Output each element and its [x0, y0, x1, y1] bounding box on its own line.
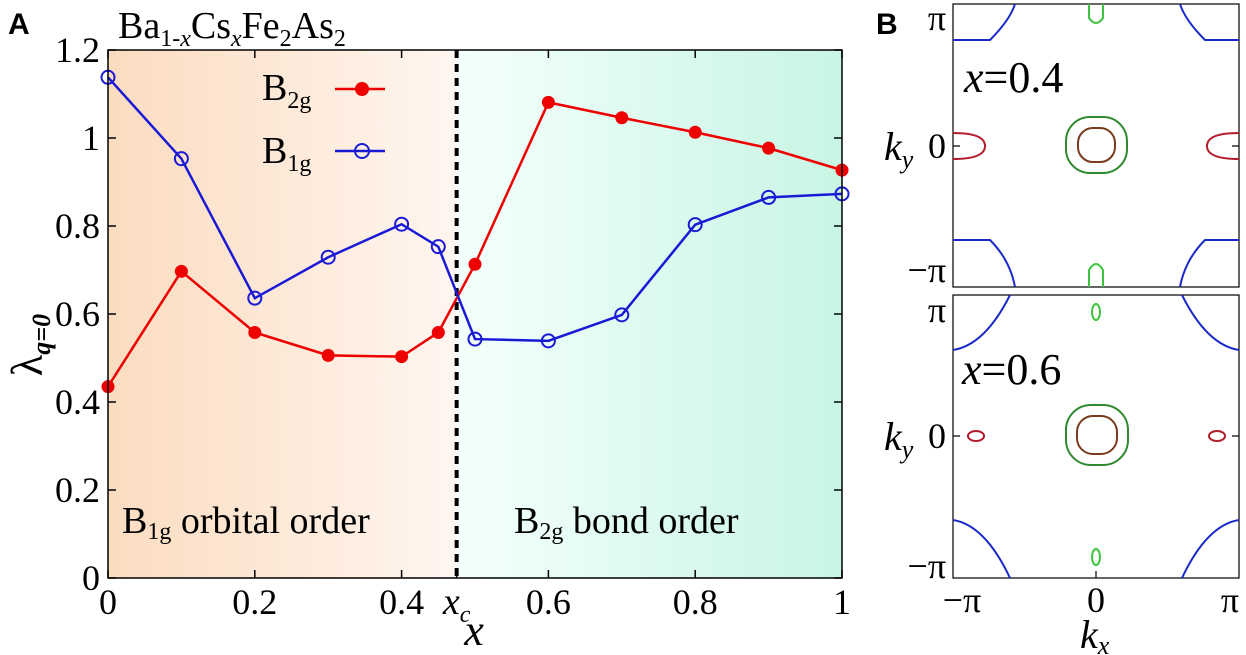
data-point-b1g — [247, 290, 263, 306]
ky-tick-minus-pi-bottom: −π — [908, 546, 946, 586]
fs-center-outer — [1065, 404, 1129, 466]
ky-label-bottom: ky — [884, 414, 914, 464]
x-tick-label: 0.6 — [526, 582, 571, 622]
fs-center-inner — [1076, 415, 1118, 455]
x-tick-label: 1 — [833, 582, 851, 622]
fs-right-pocket — [1208, 430, 1226, 442]
data-point-b1g — [761, 189, 777, 205]
kx-tick-0: 0 — [1087, 580, 1105, 620]
kx-label: kx — [1080, 612, 1110, 655]
x-tick-label: 0.2 — [232, 582, 277, 622]
fs-outer-pocket — [953, 519, 1011, 578]
legend-label-b2g: B2g — [262, 67, 311, 114]
xc-tick-label: xc — [442, 581, 471, 628]
series-line-b2g — [106, 100, 843, 388]
legend-marker-b1g — [354, 143, 370, 159]
region-label-b2g: B2g bond order — [514, 500, 739, 545]
x-tick-label: 0.4 — [379, 582, 424, 622]
region-b2g-bond-order — [456, 50, 842, 578]
series-line-b1g — [107, 76, 843, 343]
data-point-b1g — [394, 216, 410, 232]
fs-center-outer — [1065, 116, 1128, 174]
y-tick-label: 0.2 — [55, 470, 100, 510]
contour-panel-bottom — [952, 294, 1240, 579]
ky-tick-0-bottom: 0 — [928, 416, 946, 456]
data-point-b2g — [431, 325, 445, 339]
panel-label-b: B — [876, 8, 898, 41]
fs-bottom-pocket — [1091, 548, 1101, 566]
data-point-b2g — [321, 348, 335, 362]
y-tick-label: 0.6 — [55, 294, 100, 334]
fs-outer-pocket — [1181, 519, 1239, 578]
data-point-b2g — [688, 125, 702, 139]
x-tick-label: 0 — [99, 582, 117, 622]
y-tick-label: 1 — [82, 118, 100, 158]
y-tick-label: 1.2 — [55, 30, 100, 70]
kx-tick-minus-pi: −π — [943, 580, 981, 620]
data-point-b2g — [395, 350, 409, 364]
y-tick-label: 0.8 — [55, 206, 100, 246]
ky-label-top: ky — [884, 124, 914, 174]
fs-bottom-pocket — [1088, 263, 1104, 287]
legend-label-b1g: B1g — [262, 130, 311, 177]
data-point-b1g — [173, 151, 189, 167]
fs-outer-pocket — [953, 4, 1016, 41]
ky-tick-pi-top: π — [928, 0, 946, 38]
legend-marker-b2g — [355, 82, 369, 96]
legend: B2g B1g — [262, 67, 385, 177]
data-point-b1g — [614, 307, 630, 323]
x-axis-label: x — [463, 606, 484, 655]
kx-tick-pi: π — [1221, 580, 1239, 620]
fs-top-pocket — [1091, 303, 1101, 321]
data-point-b1g — [320, 249, 336, 265]
y-tick-label: 0.4 — [55, 382, 100, 422]
data-point-b2g — [615, 111, 629, 125]
x-tick-label: 0.8 — [673, 582, 718, 622]
fs-outer-pocket — [1181, 295, 1239, 351]
data-point-b2g — [541, 95, 555, 109]
data-point-b1g — [467, 331, 483, 347]
region-b1g-orbital-order — [108, 50, 457, 578]
data-point-b2g — [248, 325, 262, 339]
y-tick-label: 0 — [82, 558, 100, 598]
contour-top-annotation: x=0.4 — [963, 53, 1063, 102]
contour-ticks — [953, 145, 1239, 578]
contour-panel-top — [952, 3, 1240, 288]
fs-left-pocket — [967, 430, 985, 442]
contour-bottom-annotation: x=0.6 — [961, 345, 1061, 394]
region-label-b1g: B1g orbital order — [122, 500, 370, 545]
chart-a-title: Ba1-xCsxFe2As2 — [118, 5, 346, 52]
y-axis-label: λq=0 — [3, 314, 56, 376]
ky-tick-minus-pi-top: −π — [908, 250, 946, 290]
panel-label-a: A — [8, 8, 30, 41]
fs-outer-pocket — [953, 295, 1011, 351]
fs-center-inner — [1077, 127, 1116, 163]
contour-top-frame — [952, 3, 1240, 288]
ky-tick-pi-bottom: π — [928, 290, 946, 330]
fs-outer-pocket — [1179, 4, 1239, 41]
ky-tick-0-top: 0 — [928, 126, 946, 166]
fs-outer-pocket — [1179, 239, 1239, 287]
data-point-b1g — [430, 239, 446, 255]
data-point-b2g — [468, 257, 482, 271]
data-point-b2g — [762, 141, 776, 155]
data-point-b1g — [540, 333, 556, 349]
fs-outer-pocket — [953, 239, 1016, 287]
fs-top-pocket — [1088, 4, 1104, 24]
contour-bottom-frame — [952, 294, 1240, 579]
data-point-b2g — [174, 264, 188, 278]
fs-left-pocket — [953, 132, 987, 160]
data-point-b1g — [687, 217, 703, 233]
plot-a: 0 0.2 0.4 0.6 0.8 1 0 0.2 0.4 0.6 0.8 1 1.2 — [55, 30, 851, 622]
fs-right-pocket — [1205, 132, 1239, 160]
